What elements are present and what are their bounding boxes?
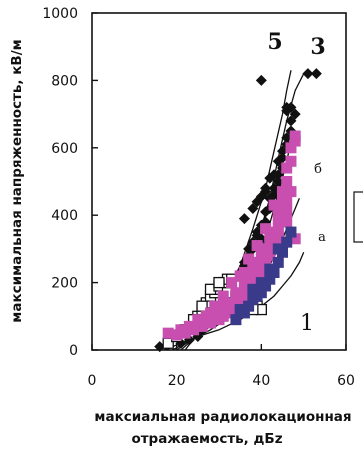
filled-square-marker [272,223,284,235]
filled-square-marker [277,186,288,198]
curve-1 [163,252,305,351]
filled-square-marker [272,256,284,268]
filled-square-marker [281,216,293,228]
filled-square-marker [281,196,293,208]
y-tick-label: 800 [51,73,78,89]
diamond-marker [285,101,297,113]
filled-square-marker [281,176,293,187]
curve-label: 3 [310,34,325,60]
filled-square-marker [264,273,276,285]
filled-square-marker [255,287,267,299]
filled-square-marker [247,283,259,295]
filled-square-marker [255,277,267,289]
diamond-marker [310,68,322,80]
filled-square-marker [264,236,276,248]
diamond-marker [302,68,314,80]
filled-square-marker [272,243,284,255]
y-tick-label: 600 [51,141,78,157]
filled-square-marker [162,327,174,339]
legend-box-fragment [353,191,363,243]
diamond-marker [285,115,297,127]
filled-square-marker [243,253,255,265]
x-axis-title-line1: максиальная радиолокационная [94,409,351,425]
y-tick-label: 0 [69,343,78,359]
diamond-marker [255,74,267,86]
filled-square-marker [183,320,195,332]
curve-label: а [318,230,326,245]
x-tick-label: 40 [252,373,270,389]
diamond-marker [260,182,272,194]
y-tick-label: 400 [51,208,78,224]
filled-square-marker [234,270,246,282]
filled-square-marker [281,162,293,174]
filled-square-marker [251,240,263,252]
filled-square-marker [285,186,297,198]
plot-frame [91,12,347,351]
diamond-marker [247,202,259,214]
data-points [154,68,322,353]
filled-square-marker [285,226,297,238]
x-tick-label: 0 [88,373,97,389]
filled-square-marker [255,253,267,265]
filled-square-marker [238,283,250,295]
filled-square-marker [230,293,242,305]
curve-label: б [314,162,322,177]
filled-square-marker [247,263,259,275]
filled-square-marker [230,287,242,299]
filled-square-marker [196,314,208,326]
diamond-marker [268,169,280,181]
y-tick-label: 1000 [42,6,78,22]
filled-square-marker [255,266,267,278]
filled-square-marker [268,199,280,211]
curve-label: 1 [300,311,314,336]
y-tick-label: 200 [51,276,78,292]
x-axis-title-line2: отражаемость, дБz [131,431,282,447]
filled-square-marker [289,233,301,245]
filled-square-marker [213,300,225,312]
filled-square-marker [289,130,301,142]
diamond-marker [255,191,267,203]
x-tick-label: 20 [168,373,186,389]
filled-square-marker [217,290,229,302]
filled-square-marker [234,304,246,316]
filled-square-marker [221,297,233,309]
filled-square-marker [272,233,284,245]
filled-square-marker [264,263,276,275]
filled-square-marker [247,273,259,285]
curve-labels: 5 3 б а 1 [267,29,326,336]
filled-square-marker [230,314,242,326]
filled-square-marker [285,142,297,154]
filled-square-marker [243,300,255,312]
filled-square-marker [205,307,217,319]
y-axis-title: максимальная напряженность, кВ/м [9,39,25,322]
axis-ticks: 0 200 400 600 800 1000 0 20 40 60 [42,6,355,389]
filled-square-marker [238,277,250,289]
curve-label: 5 [267,29,282,55]
filled-square-marker [285,155,297,167]
filled-square-marker [264,246,276,258]
filled-square-marker [175,324,187,336]
open-square-marker [213,276,225,289]
x-tick-label: 60 [337,373,355,389]
filled-square-marker [281,206,293,218]
diamond-marker [238,213,250,225]
diamond-marker [272,155,284,167]
filled-square-marker [264,229,276,241]
filled-square-marker [281,236,293,248]
filled-square-marker [260,223,272,235]
filled-square-marker [255,260,267,272]
filled-square-marker [226,277,238,289]
